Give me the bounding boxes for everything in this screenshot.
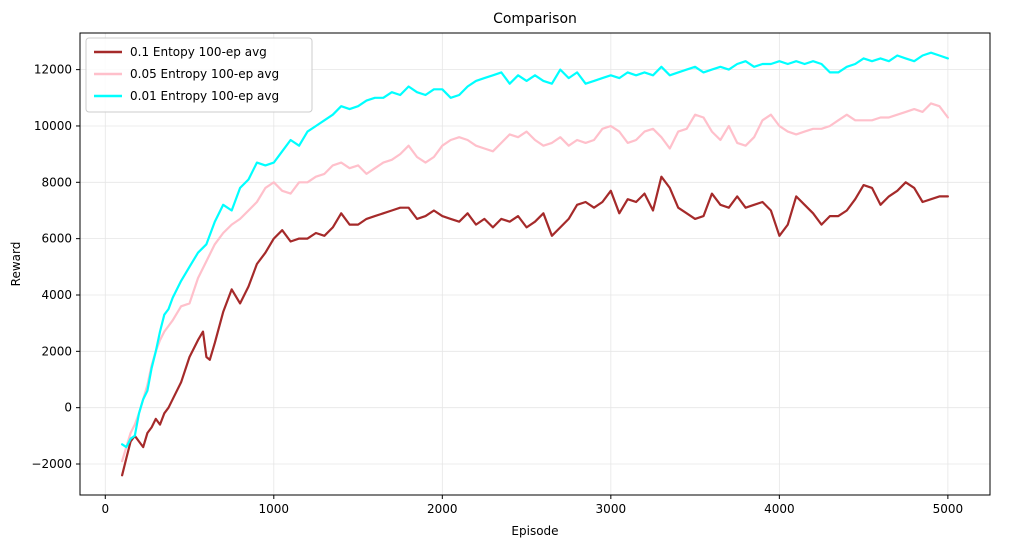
y-tick-label: 4000 xyxy=(41,288,72,302)
y-tick-label: 2000 xyxy=(41,344,72,358)
series-line-0 xyxy=(120,175,950,477)
legend-items: 0.1 Entopy 100-ep avg 0.05 Entropy 100-ep… xyxy=(94,45,279,103)
y-tick-label: 12000 xyxy=(34,63,72,77)
y-tick-label: 6000 xyxy=(41,232,72,246)
legend-label-0: 0.1 Entopy 100-ep avg xyxy=(130,45,267,59)
plot-frame xyxy=(79,32,991,496)
series-line-1 xyxy=(120,102,950,463)
y-tick-label: −2000 xyxy=(31,457,72,471)
legend-label-1: 0.05 Entropy 100-ep avg xyxy=(130,67,279,81)
x-tick-label: 5000 xyxy=(933,502,964,516)
y-axis-ticks: −2000 0 2000 4000 6000 8000 10000 12000 xyxy=(31,63,80,471)
x-tick-label: 3000 xyxy=(596,502,627,516)
y-tick-label: 10000 xyxy=(34,119,72,133)
y-tick-label: 0 xyxy=(64,401,72,415)
legend-box xyxy=(85,37,313,113)
series-lines xyxy=(120,51,950,477)
x-tick-label: 0 xyxy=(101,502,109,516)
y-tick-label: 8000 xyxy=(41,175,72,189)
x-axis-label: Episode xyxy=(511,524,558,538)
legend: 0.1 Entopy 100-ep avg 0.05 Entropy 100-ep… xyxy=(85,37,313,113)
x-tick-label: 2000 xyxy=(427,502,458,516)
series-line-2 xyxy=(120,51,950,449)
y-axis-label: Reward xyxy=(9,242,23,287)
x-tick-label: 1000 xyxy=(259,502,290,516)
legend-label-2: 0.01 Entropy 100-ep avg xyxy=(130,89,279,103)
grid xyxy=(80,33,990,495)
chart-title: Comparison xyxy=(493,11,577,27)
x-axis-ticks: 0 1000 2000 3000 4000 5000 xyxy=(101,495,963,516)
x-tick-label: 4000 xyxy=(764,502,795,516)
